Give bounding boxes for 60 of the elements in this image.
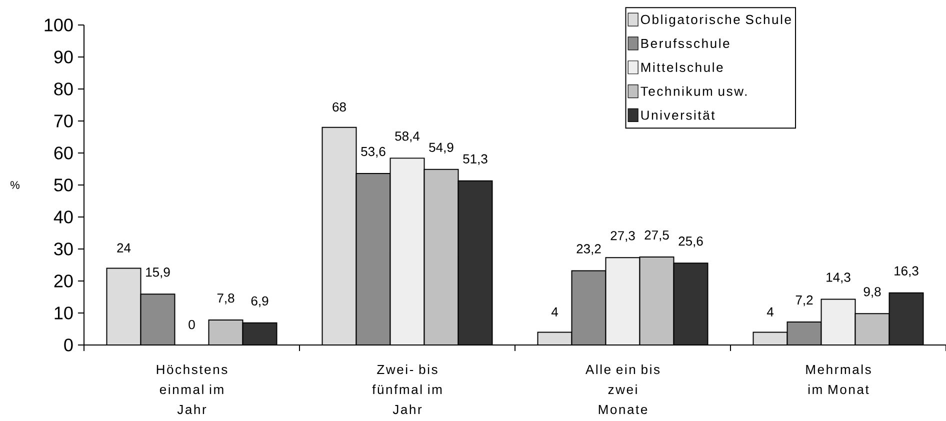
- y-tick-label: 20: [54, 274, 73, 288]
- bar: [674, 263, 708, 345]
- data-label: 4: [551, 307, 558, 316]
- x-tick-label: Zwei- bis fünfmal im Jahr: [372, 364, 442, 414]
- y-tick-label: 90: [54, 50, 73, 64]
- data-label: 25,6: [678, 236, 703, 248]
- bar: [390, 158, 424, 345]
- x-tick-label: Mehrmals im Monat: [806, 364, 871, 394]
- y-tick-label: 30: [54, 242, 73, 256]
- y-tick-label: 0: [64, 338, 73, 352]
- y-tick-label: 50: [54, 178, 73, 192]
- bar: [424, 169, 458, 345]
- data-label: 27,5: [644, 230, 669, 242]
- bar: [322, 127, 356, 345]
- data-label: 15,9: [146, 268, 170, 278]
- data-label: 9,8: [864, 287, 881, 298]
- data-label: 53,6: [361, 146, 386, 158]
- data-label: 16,3: [894, 266, 918, 278]
- bar: [888, 292, 924, 345]
- y-tick-label: 100: [44, 18, 73, 32]
- y-tick-label: 80: [54, 82, 73, 96]
- bar: [106, 268, 141, 345]
- bar: [538, 332, 572, 345]
- data-label: 54,9: [429, 142, 454, 154]
- y-tick-label: 60: [54, 146, 73, 160]
- data-label: 58,4: [395, 132, 420, 142]
- bar: [208, 320, 243, 345]
- data-label: 23,2: [576, 244, 601, 255]
- data-label: 7,8: [217, 293, 234, 304]
- data-label: 68: [332, 102, 346, 112]
- x-tick-label: Alle ein bis zwei Monate: [586, 364, 660, 414]
- legend-label: Obligatorische Schule: [640, 14, 791, 27]
- data-label: 51,3: [463, 154, 488, 166]
- bar: [640, 257, 674, 345]
- bar: [606, 258, 640, 345]
- bar: [572, 270, 606, 345]
- legend-label: Universität: [641, 110, 715, 120]
- bar: [820, 298, 856, 345]
- legend-label: Technikum usw.: [640, 86, 747, 96]
- data-label: 7,2: [796, 295, 813, 306]
- y-axis-title: %: [10, 181, 20, 189]
- y-tick-label: 70: [54, 114, 73, 128]
- bar: [752, 332, 788, 345]
- data-label: 14,3: [826, 272, 850, 284]
- y-tick-label: 10: [54, 306, 73, 320]
- y-tick-label: 40: [54, 210, 73, 224]
- x-tick-label: Höchstens einmal im Jahr: [156, 364, 228, 414]
- bar: [140, 294, 175, 345]
- legend-label: Berufsschule: [641, 38, 730, 48]
- data-label: 6,9: [251, 296, 268, 308]
- bar: [854, 313, 890, 345]
- bar: [786, 321, 822, 345]
- data-label: 24: [117, 243, 131, 252]
- bar: [356, 173, 390, 345]
- bar: [242, 322, 277, 345]
- legend-label: Mittelschule: [641, 62, 723, 72]
- data-label: 27,3: [610, 231, 635, 242]
- data-label: 0: [188, 320, 195, 330]
- bar: [458, 180, 492, 345]
- data-label: 4: [766, 307, 774, 316]
